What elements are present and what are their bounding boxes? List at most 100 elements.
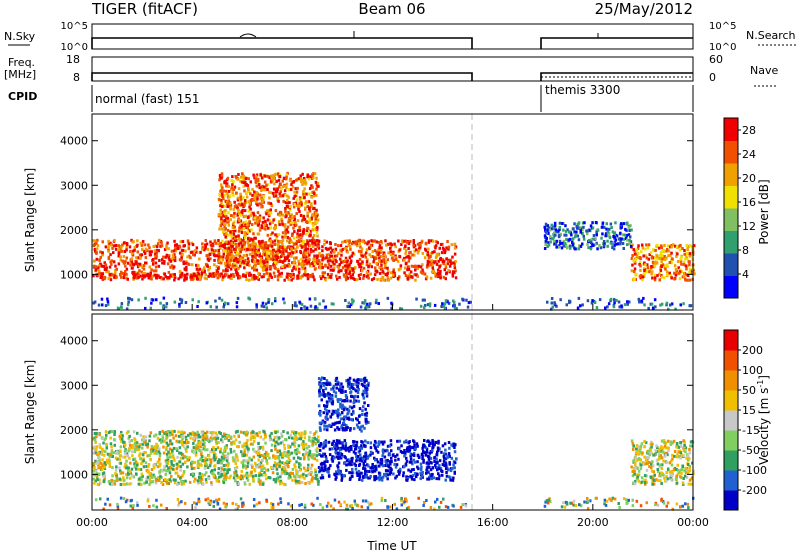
heatmap-cell [677,266,680,270]
heatmap-cell [101,240,104,244]
heatmap-cell [129,476,132,480]
heatmap-cell [346,276,350,280]
heatmap-cell [681,247,684,250]
heatmap-cell [392,258,395,262]
heatmap-cell [130,252,134,256]
heatmap-cell [266,251,269,255]
heatmap-cell [311,185,314,189]
heatmap-cell [285,182,289,186]
heatmap-cell [258,226,262,230]
heatmap-cell [686,248,689,251]
heatmap-cell [439,269,442,273]
heatmap-cell [180,256,183,260]
heatmap-cell [273,265,277,268]
heatmap-cell [371,250,374,253]
heatmap-cell [227,265,230,269]
heatmap-cell [250,435,253,439]
heatmap-cell [686,274,690,277]
heatmap-cell [662,276,666,280]
heatmap-cell [335,260,338,264]
heatmap-cell [294,221,297,224]
heatmap-cell [283,189,287,193]
heatmap-cell [277,269,280,273]
heatmap-cell [133,271,137,275]
heatmap-cell [282,297,285,301]
heatmap-cell [301,267,304,271]
heatmap-cell [295,471,298,475]
heatmap-cell [185,260,188,264]
heatmap-cell [273,182,276,186]
heatmap-cell [279,240,283,244]
heatmap-cell [233,247,236,251]
heatmap-cell [147,463,151,466]
heatmap-cell [154,481,158,485]
heatmap-cell [275,257,278,261]
heatmap-cell [214,249,217,253]
heatmap-cell [443,251,447,255]
heatmap-cell [292,226,295,230]
heatmap-cell [238,247,241,251]
heatmap-cell [262,265,266,269]
heatmap-cell [305,229,309,232]
heatmap-cell [193,438,196,442]
heatmap-cell [332,257,335,261]
heatmap-cell [386,272,389,275]
heatmap-cell [262,227,266,230]
heatmap-cell [380,476,383,480]
heatmap-cell [237,244,241,248]
heatmap-cell [419,243,422,247]
heatmap-cell [237,208,240,212]
heatmap-cell [265,459,268,463]
heatmap-cell [423,451,426,455]
heatmap-cell [341,260,345,264]
heatmap-cell [356,244,359,248]
heatmap-cell [243,209,247,213]
heatmap-cell [270,249,273,253]
heatmap-cell [288,273,291,277]
heatmap-cell [414,265,418,269]
heatmap-cell [200,463,203,467]
heatmap-cell [263,174,267,178]
heatmap-cell [316,226,319,230]
heatmap-cell [162,451,166,455]
heatmap-cell [139,256,142,260]
heatmap-cell [576,222,579,226]
heatmap-cell [408,256,411,260]
heatmap-cell [229,239,233,243]
heatmap-cell [308,220,311,224]
heatmap-cell [249,207,252,211]
heatmap-cell [272,194,276,198]
heatmap-cell [313,297,317,301]
heatmap-cell [219,432,222,435]
heatmap-cell [266,183,270,187]
heatmap-cell [421,446,424,450]
heatmap-cell [642,267,646,271]
heatmap-cell [336,264,339,268]
nsearch-tick-top: 10^5 [709,21,736,32]
heatmap-cell [313,172,317,176]
heatmap-cell [179,476,182,480]
heatmap-cell [650,272,653,276]
heatmap-cell [146,443,149,447]
heatmap-cell [308,435,311,439]
heatmap-cell [570,233,573,237]
heatmap-cell [546,300,549,304]
heatmap-cell [389,242,392,246]
heatmap-cell [217,479,221,483]
heatmap-cell [359,453,362,457]
heatmap-cell [252,479,255,483]
heatmap-cell [215,254,219,258]
heatmap-cell [670,276,673,280]
heatmap-cell [297,270,301,274]
heatmap-cell [371,255,374,259]
heatmap-cell [295,212,298,215]
heatmap-cell [307,200,311,204]
heatmap-cell [444,265,448,269]
heatmap-cell [214,431,218,435]
heatmap-cell [257,248,260,252]
heatmap-cell [134,460,138,464]
heatmap-cell [675,254,678,258]
heatmap-cell [155,298,158,302]
heatmap-cell [183,440,186,444]
heatmap-cell [325,253,329,257]
